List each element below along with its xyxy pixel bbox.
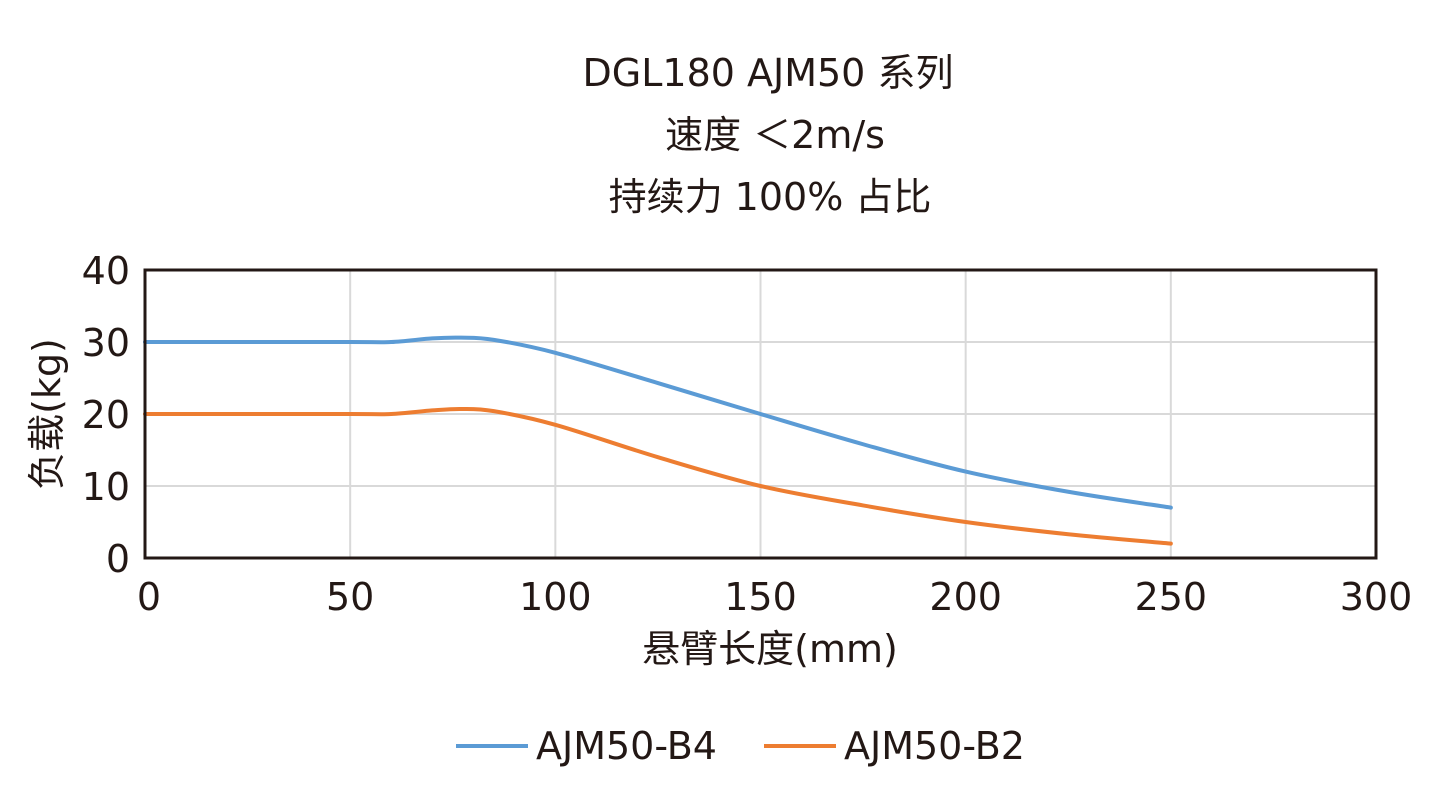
x-tick-label: 150 <box>724 575 797 619</box>
x-tick-label: 250 <box>1135 575 1208 619</box>
y-tick-label: 20 <box>82 393 130 437</box>
y-tick-label: 10 <box>82 465 130 509</box>
y-tick-labels: 0 10 20 30 40 <box>82 249 130 581</box>
x-tick-label: 50 <box>326 575 374 619</box>
x-tick-label: 200 <box>929 575 1002 619</box>
series-line-ajm50-b4 <box>143 335 1173 510</box>
legend-label: AJM50-B2 <box>844 724 1025 768</box>
x-tick-labels: 0 50 100 150 200 250 300 <box>137 575 1412 619</box>
series-lines <box>143 335 1173 546</box>
y-tick-label: 30 <box>82 321 130 365</box>
legend: AJM50-B4 AJM50-B2 <box>456 724 1025 768</box>
plot-frame <box>143 268 1378 560</box>
chart-title-line-2: 速度 ＜2m/s <box>665 113 885 157</box>
x-tick-label: 300 <box>1340 575 1413 619</box>
chart-title-line-1: DGL180 AJM50 系列 <box>583 51 954 95</box>
x-axis-label: 悬臂长度(mm) <box>642 627 898 671</box>
y-tick-label: 40 <box>82 249 130 293</box>
y-axis-label: 负载(kg) <box>25 338 69 490</box>
series-line-ajm50-b2 <box>143 406 1173 546</box>
chart-title-line-3: 持续力 100% 占比 <box>609 175 932 219</box>
x-tick-label: 0 <box>137 575 161 619</box>
x-tick-label: 100 <box>519 575 592 619</box>
legend-label: AJM50-B4 <box>536 724 717 768</box>
y-tick-label: 0 <box>106 537 130 581</box>
